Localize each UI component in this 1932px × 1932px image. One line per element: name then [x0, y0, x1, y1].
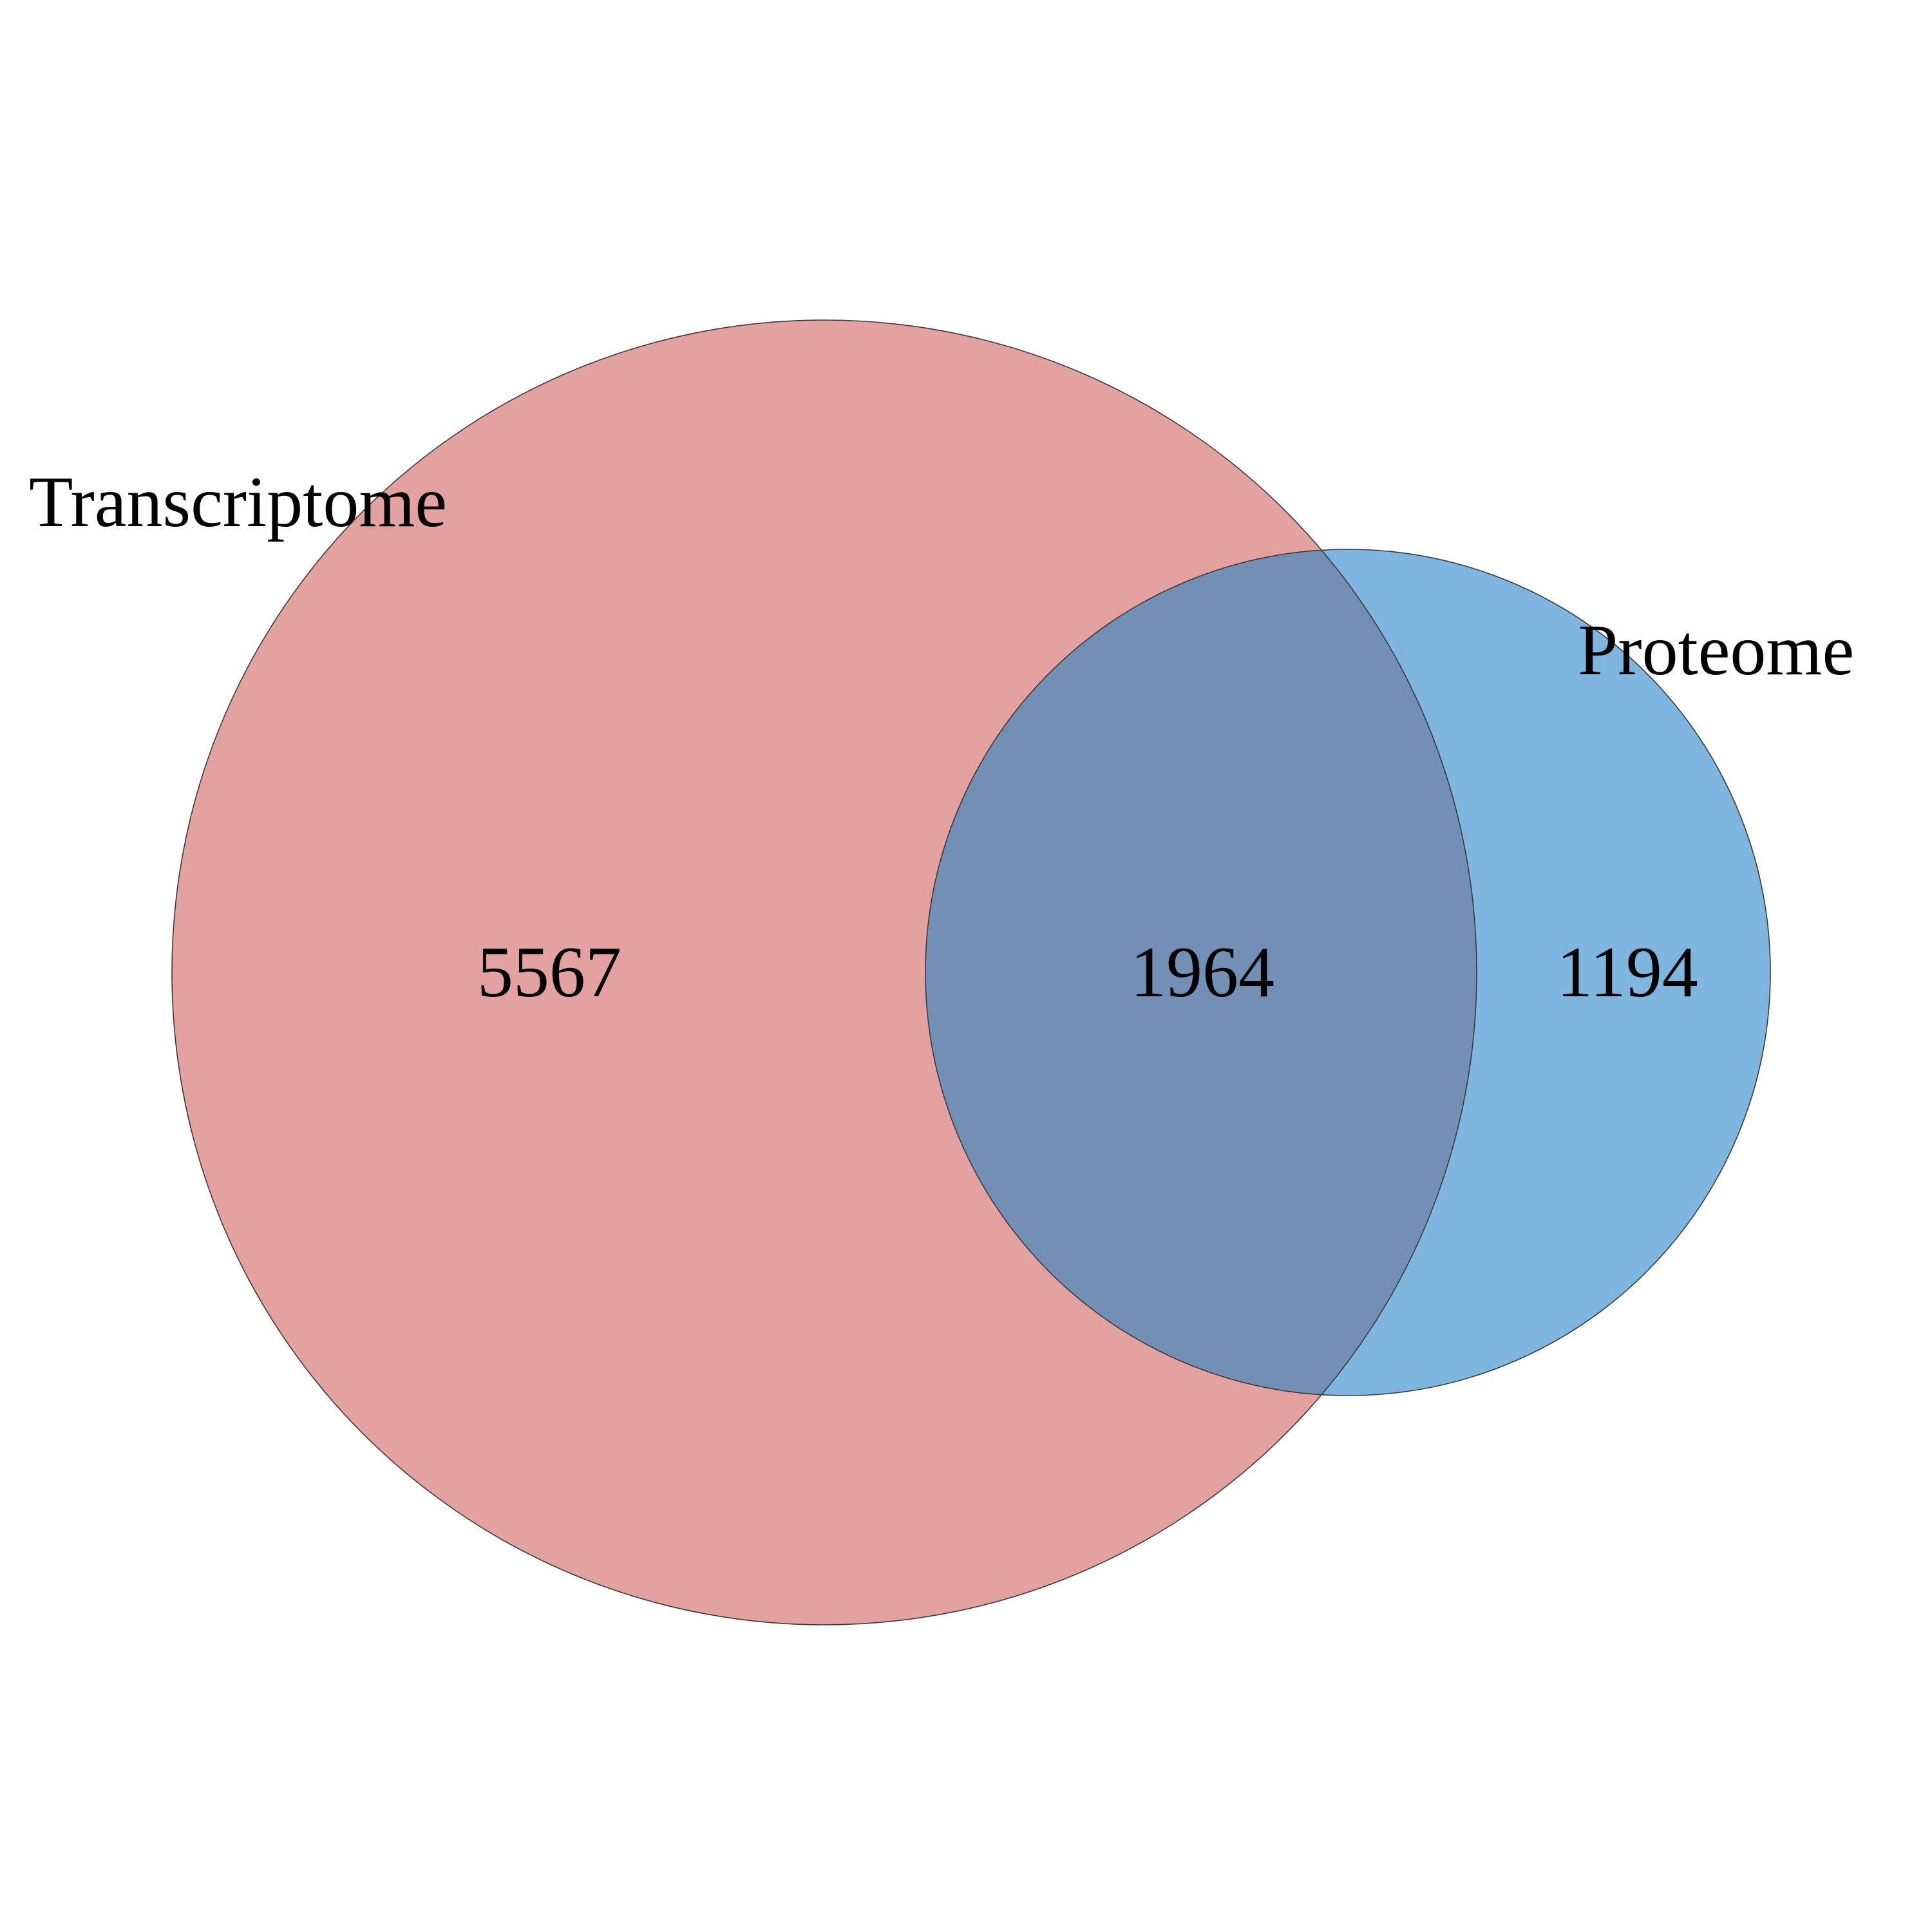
transcriptome-only-count: 5567: [477, 933, 621, 1012]
transcriptome-label: Transcriptome: [29, 462, 447, 542]
proteome-outline: [925, 549, 1771, 1396]
proteome-only-count: 1194: [1557, 933, 1698, 1012]
overlap-count: 1964: [1130, 933, 1274, 1012]
proteome-label: Proteome: [1578, 611, 1854, 690]
overlap-region: [925, 549, 1477, 1396]
transcriptome-outline: [171, 319, 1477, 1625]
